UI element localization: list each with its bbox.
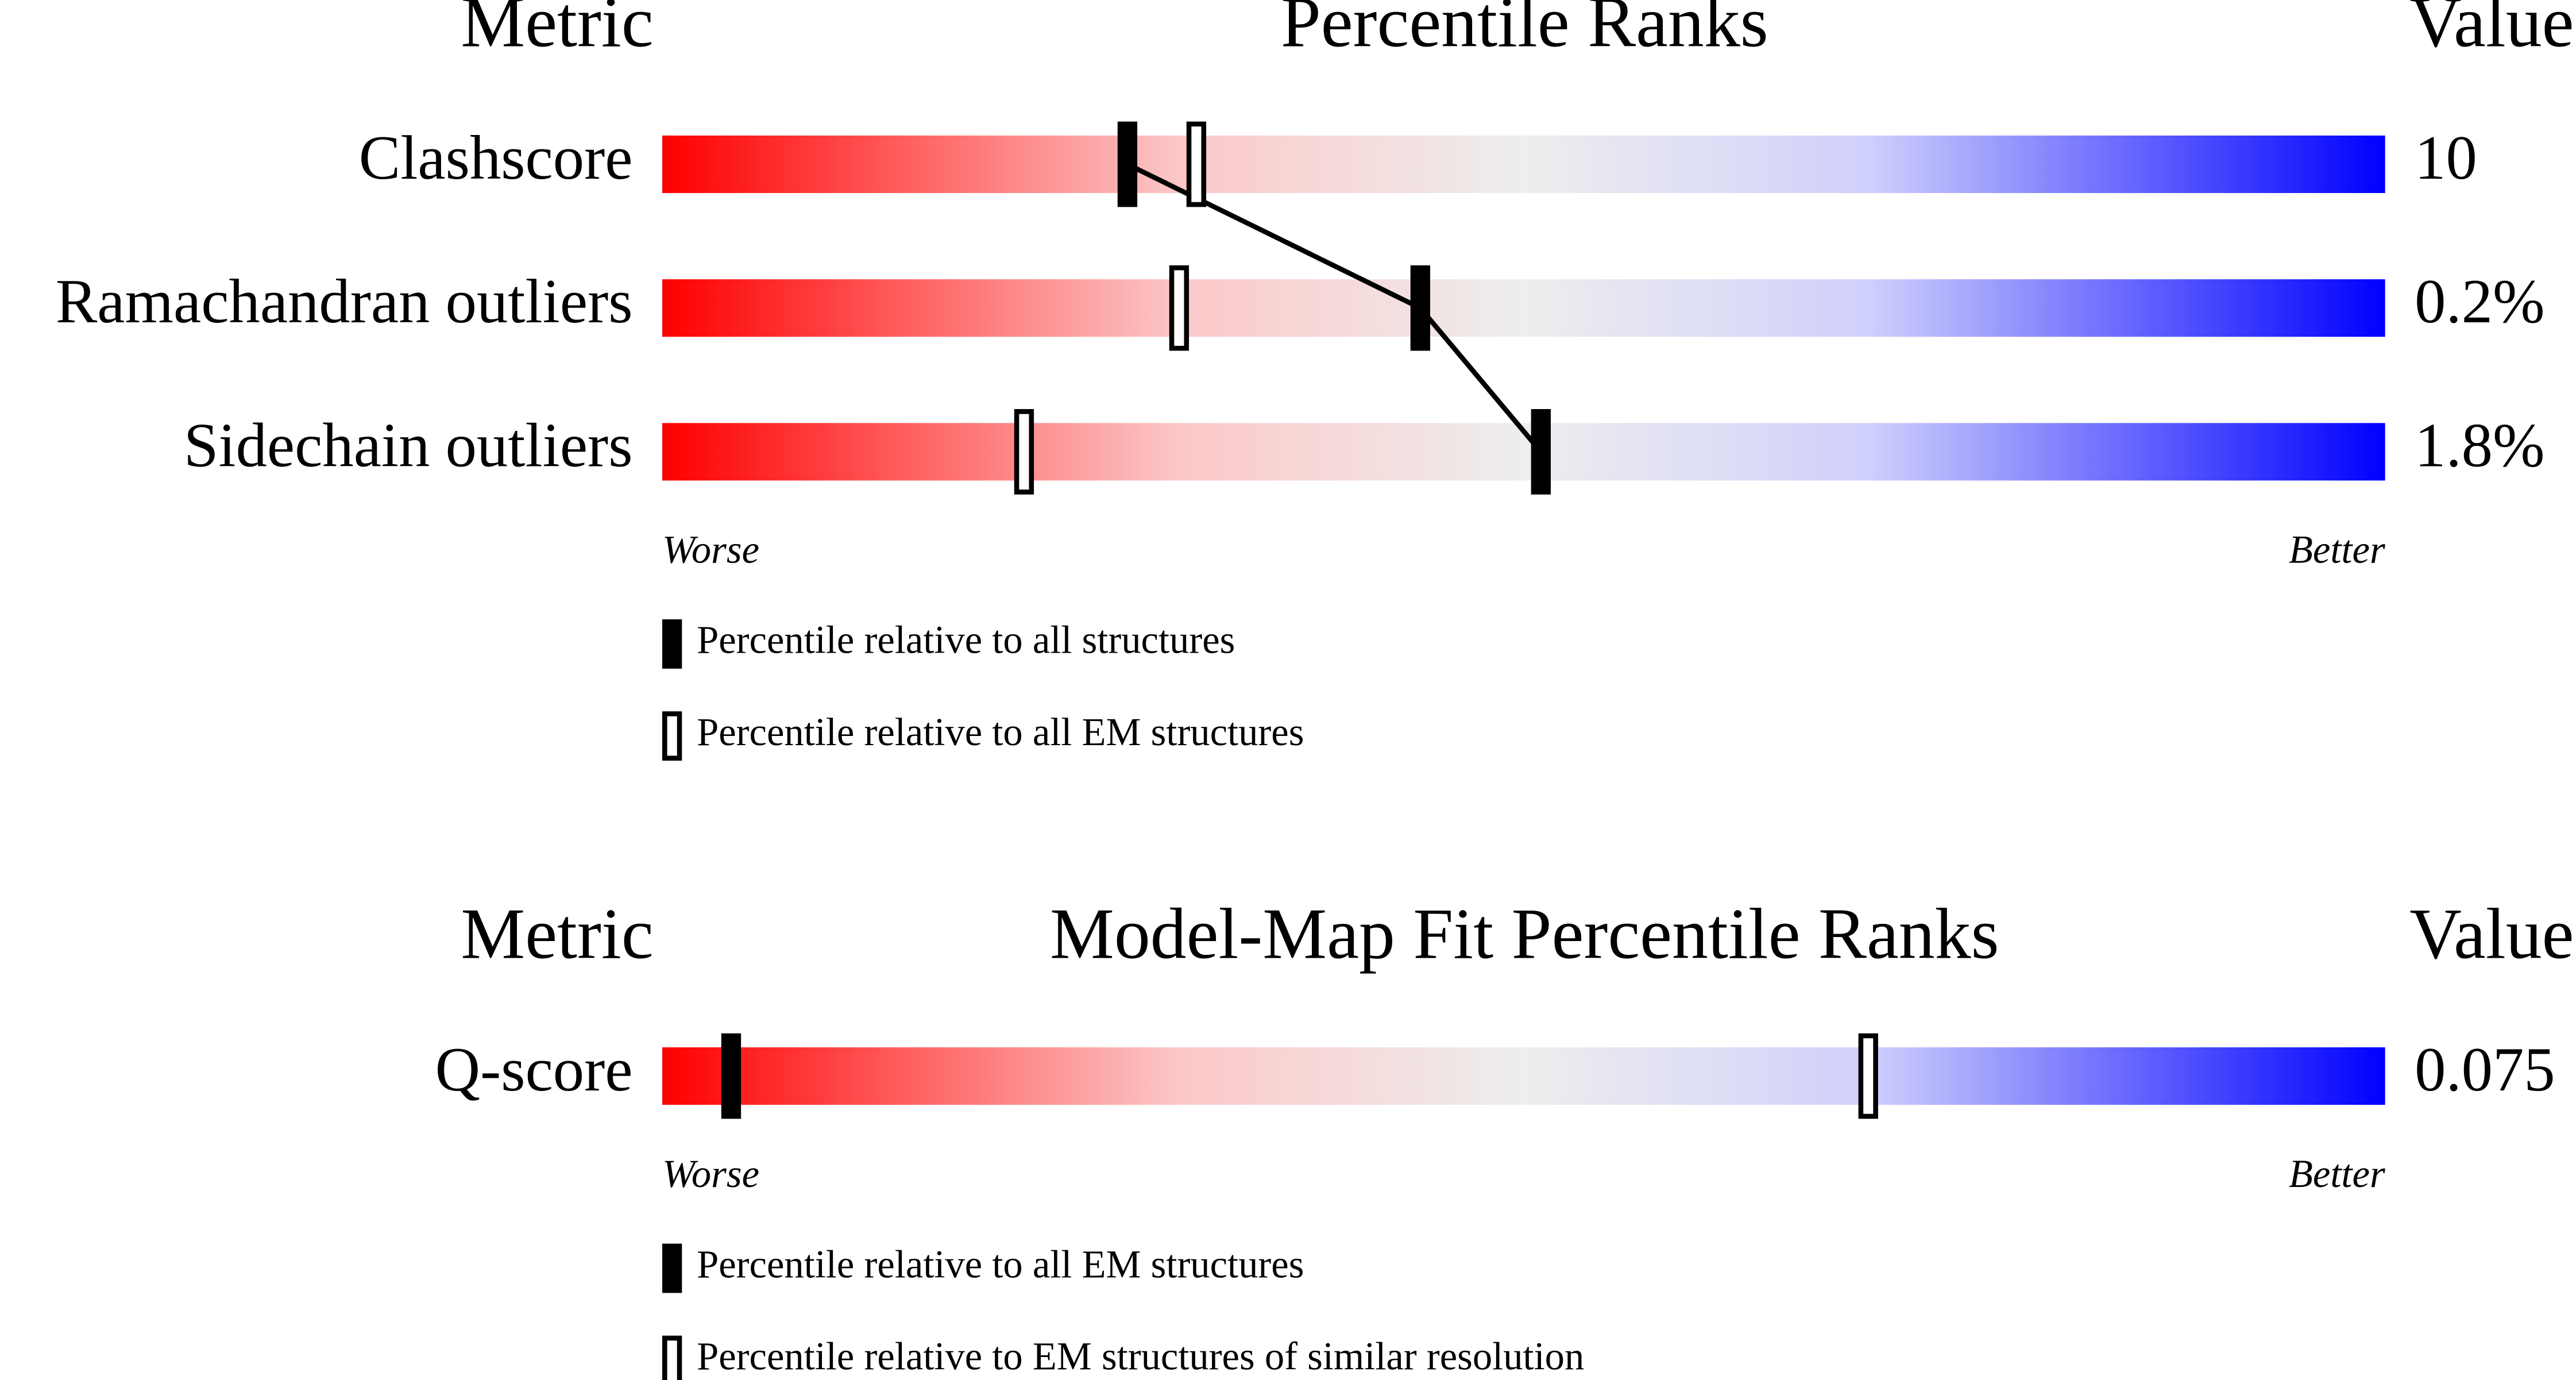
marker-open bbox=[1014, 409, 1034, 495]
legend-swatch bbox=[662, 619, 682, 669]
marker-filled bbox=[1117, 121, 1138, 207]
metric-value: 0.2% bbox=[2415, 267, 2544, 336]
marker-filled bbox=[1531, 409, 1551, 495]
legend-label: Percentile relative to EM structures of … bbox=[697, 1334, 1584, 1378]
legend-label: Percentile relative to all structures bbox=[697, 618, 1235, 662]
low-label: Worse bbox=[662, 527, 759, 571]
chart-title: Percentile Ranks bbox=[1281, 0, 1768, 62]
metric-value: 0.075 bbox=[2415, 1035, 2555, 1104]
marker-filled bbox=[1410, 265, 1431, 351]
legend-label: Percentile relative to all EM structures bbox=[697, 1242, 1304, 1286]
metric-header: Metric bbox=[461, 0, 653, 62]
high-label: Better bbox=[2289, 527, 2385, 571]
marker-open bbox=[1169, 265, 1189, 351]
value-header: Value bbox=[2409, 894, 2574, 974]
marker-open bbox=[1858, 1033, 1878, 1119]
legend-swatch bbox=[662, 1243, 682, 1293]
metric-label: Clashscore bbox=[359, 123, 633, 192]
value-header: Value bbox=[2409, 0, 2574, 62]
metric-label: Ramachandran outliers bbox=[56, 267, 633, 336]
metric-header: Metric bbox=[461, 894, 653, 974]
legend-swatch bbox=[662, 711, 682, 761]
legend-swatch bbox=[662, 1335, 682, 1380]
chart-title: Model-Map Fit Percentile Ranks bbox=[1050, 894, 1999, 974]
slider-bar bbox=[662, 135, 2385, 193]
slider-bar bbox=[662, 1047, 2385, 1105]
legend-label: Percentile relative to all EM structures bbox=[697, 710, 1304, 754]
metric-label: Q-score bbox=[435, 1035, 633, 1104]
metric-value: 10 bbox=[2415, 123, 2477, 192]
low-label: Worse bbox=[662, 1152, 759, 1196]
metric-label: Sidechain outliers bbox=[184, 410, 633, 480]
marker-open bbox=[1186, 121, 1207, 207]
marker-filled bbox=[721, 1033, 741, 1119]
high-label: Better bbox=[2289, 1152, 2385, 1196]
metric-value: 1.8% bbox=[2415, 410, 2544, 480]
slider-bar bbox=[662, 279, 2385, 337]
